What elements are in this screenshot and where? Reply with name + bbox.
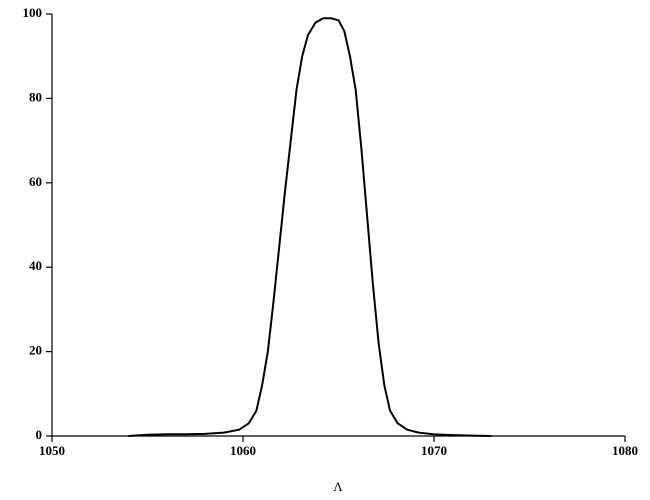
y-tick-label: 0 [36,427,43,442]
y-tick-label: 80 [29,89,42,104]
y-tick-label: 40 [29,258,42,273]
x-tick-label: 1070 [421,443,447,458]
y-tick-label: 100 [23,5,43,20]
y-tick-label: 20 [29,343,42,358]
x-axis-label: Λ [333,479,343,494]
x-tick-label: 1060 [230,443,256,458]
data-line [128,17,492,437]
x-tick-label: 1050 [39,443,65,458]
x-tick-label: 1080 [612,443,638,458]
y-tick-label: 60 [29,174,42,189]
